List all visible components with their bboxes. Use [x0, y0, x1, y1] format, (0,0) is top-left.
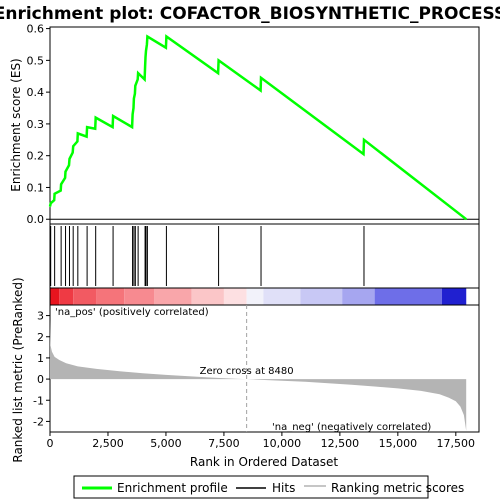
- x-tick-label: 7,500: [208, 437, 240, 450]
- enrichment-profile-point: [144, 66, 145, 67]
- enrichment-profile-point: [137, 79, 138, 80]
- enrichment-profile-point: [133, 98, 134, 99]
- chart-title: Enrichment plot: COFACTOR_BIOSYNTHETIC_P…: [0, 4, 500, 24]
- es-y-ticks: 0.0 0.1 0.2 0.3 0.4 0.5 0.6: [27, 23, 51, 227]
- hits-panel-frame: [50, 224, 479, 288]
- enrichment-profile-point: [132, 114, 133, 115]
- ranking-bar-segment: [342, 288, 374, 305]
- enrichment-profile-point: [146, 44, 147, 45]
- enrichment-profile-point: [363, 139, 364, 140]
- ranking-bar-segment: [50, 288, 59, 305]
- es-panel: 0.0 0.1 0.2 0.3 0.4 0.5 0.6 Enrichment score (…: [9, 23, 479, 227]
- metric-y-axis-label: Ranked list metric (PreRanked): [11, 277, 25, 462]
- x-ticks: 0 2,500 5,000 7,500 10,000 12,500 15,000 17,500: [47, 432, 476, 450]
- ranking-color-bar: [50, 288, 479, 305]
- metric-y-tick-label: -1: [33, 394, 44, 407]
- ranking-bar-segment: [300, 288, 342, 305]
- x-tick-label: 2,500: [92, 437, 124, 450]
- legend: Enrichment profile Hits Ranking metric s…: [74, 476, 464, 498]
- enrichment-profile-point: [54, 193, 55, 194]
- metric-y-tick-label: 3: [37, 310, 44, 323]
- enrichment-profile-point: [145, 57, 146, 58]
- legend-label-hits: Hits: [272, 481, 295, 495]
- es-y-tick-label: 0.6: [27, 23, 45, 36]
- enrichment-profile-point: [86, 136, 87, 137]
- metric-y-tick-label: 0: [37, 373, 44, 386]
- enrichment-profile-point: [133, 107, 134, 108]
- enrichment-profile-point: [77, 141, 78, 142]
- hits-panel: [50, 224, 479, 288]
- ranking-bar-segment: [96, 288, 124, 305]
- x-tick-label: 15,000: [379, 437, 418, 450]
- ranking-bar-segment: [191, 288, 223, 305]
- enrichment-profile-point: [135, 85, 136, 86]
- enrichment-profile-point: [218, 60, 219, 61]
- enrichment-profile-point: [61, 184, 62, 185]
- enrichment-profile-point: [165, 47, 166, 48]
- pos-correlated-label: 'na_pos' (positively correlated): [55, 307, 209, 318]
- ranking-bar-segment: [59, 288, 73, 305]
- ranking-bar-segment: [73, 288, 96, 305]
- ranking-bar-segment: [247, 288, 264, 305]
- x-tick-label: 0: [47, 437, 54, 450]
- enrichment-profile-point: [147, 36, 148, 37]
- enrichment-profile-point: [95, 117, 96, 118]
- enrichment-profile-point: [466, 219, 467, 220]
- es-y-tick-label: 0.3: [27, 118, 45, 131]
- enrichment-profile-point: [138, 72, 139, 73]
- ranking-bar-segment: [224, 288, 247, 305]
- enrichment-profile-point: [69, 158, 70, 159]
- enrichment-profile-point: [112, 126, 113, 127]
- enrichment-profile-point: [112, 115, 113, 116]
- enrichment-profile-point: [68, 165, 69, 166]
- enrichment-profile-point: [260, 77, 261, 78]
- legend-label-enrichment-profile: Enrichment profile: [117, 481, 228, 495]
- ranking-bar-segment: [124, 288, 154, 305]
- enrichment-profile-point: [54, 200, 55, 201]
- metric-y-tick-label: 1: [37, 352, 44, 365]
- x-tick-label: 5,000: [150, 437, 182, 450]
- enrichment-profile-point: [64, 177, 65, 178]
- ranking-bar-segment: [442, 288, 466, 305]
- es-y-tick-label: 0.2: [27, 150, 45, 163]
- enrichment-profile-point: [218, 72, 219, 73]
- enrichment-profile-point: [145, 50, 146, 51]
- es-panel-frame: [50, 27, 479, 224]
- es-y-tick-label: 0.1: [27, 181, 45, 194]
- enrichment-profile-point: [73, 146, 74, 147]
- legend-label-ranking-metric-scores: Ranking metric scores: [331, 481, 464, 495]
- enrichment-profile-point: [60, 190, 61, 191]
- enrichment-profile-point: [77, 133, 78, 134]
- enrichment-profile-point: [363, 153, 364, 154]
- metric-y-ticks: -2 -1 0 1 2 3: [33, 310, 50, 429]
- ranking-bar-segment: [263, 288, 300, 305]
- enrichment-profile-point: [260, 90, 261, 91]
- es-y-tick-label: 0.4: [27, 86, 45, 99]
- zero-cross-label: Zero cross at 8480: [200, 366, 294, 377]
- neg-correlated-label: 'na_neg' (negatively correlated): [272, 422, 431, 433]
- es-y-axis-label: Enrichment score (ES): [9, 58, 23, 191]
- enrichment-profile-point: [131, 126, 132, 127]
- es-y-tick-label: 0.5: [27, 54, 45, 67]
- metric-panel: -2 -1 0 1 2 3 0 2,500 5,000 7,500 10,000 12,500 15,…: [11, 277, 479, 469]
- x-tick-label: 10,000: [263, 437, 302, 450]
- ranking-bar-segment: [375, 288, 442, 305]
- enrichment-profile-point: [95, 128, 96, 129]
- ranking-bar-segment: [154, 288, 191, 305]
- enrichment-profile-point: [65, 171, 66, 172]
- enrichment-profile-point: [50, 203, 51, 204]
- metric-y-tick-label: -2: [33, 415, 44, 428]
- metric-y-tick-label: 2: [37, 331, 44, 344]
- enrichment-profile-point: [134, 93, 135, 94]
- enrichment-profile-point: [144, 79, 145, 80]
- enrichment-profile-point: [166, 36, 167, 37]
- x-tick-label: 12,500: [321, 437, 360, 450]
- enrichment-profile-point: [72, 152, 73, 153]
- x-tick-label: 17,500: [437, 437, 476, 450]
- enrichment-profile-point: [87, 126, 88, 127]
- es-y-tick-label: 0.0: [27, 213, 45, 226]
- x-axis-label: Rank in Ordered Dataset: [190, 455, 338, 469]
- enrichment-profile-point: [49, 206, 50, 207]
